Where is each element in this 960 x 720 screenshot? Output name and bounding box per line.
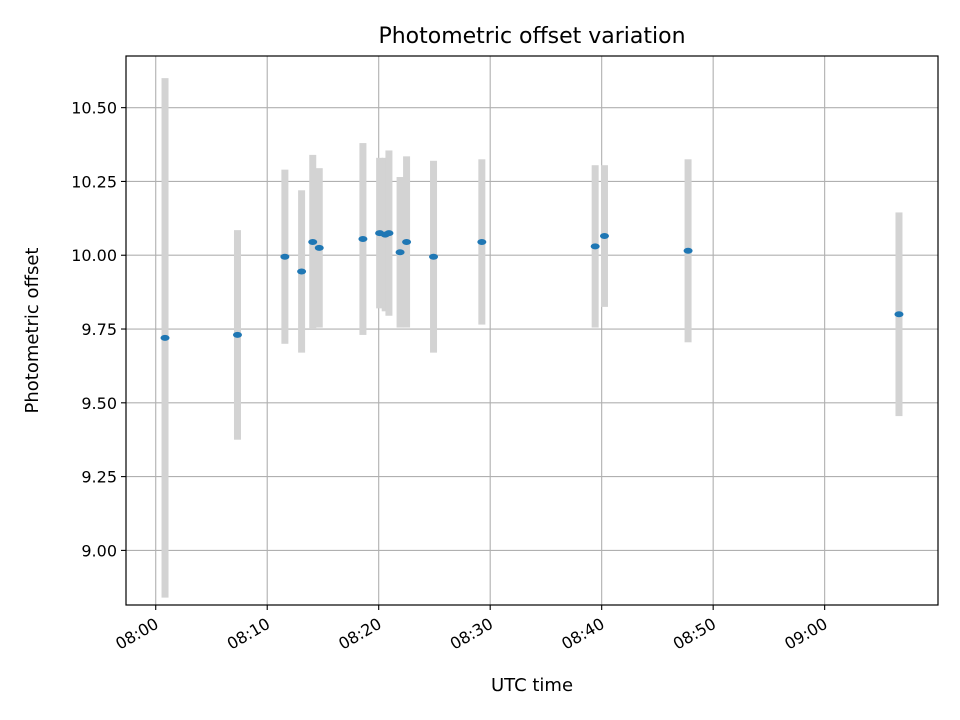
data-point bbox=[280, 253, 290, 260]
data-point bbox=[297, 268, 307, 275]
data-point bbox=[683, 247, 693, 254]
data-point bbox=[358, 236, 368, 242]
y-axis-ticks: 9.00 9.25 9.50 9.75 10.00 10.25 10.50 bbox=[71, 99, 126, 560]
data-point bbox=[160, 334, 170, 341]
data-point bbox=[590, 243, 600, 250]
data-point bbox=[232, 331, 242, 338]
data-point bbox=[402, 238, 412, 245]
chart-title: Photometric offset variation bbox=[378, 24, 685, 49]
grid bbox=[126, 56, 938, 605]
plot-area-frame bbox=[125, 55, 939, 606]
data-point bbox=[599, 233, 609, 240]
data-point bbox=[384, 230, 394, 237]
data-point bbox=[477, 238, 487, 245]
y-tick-label: 9.75 bbox=[81, 320, 117, 339]
y-tick-label: 9.00 bbox=[81, 541, 117, 560]
y-tick-label: 9.50 bbox=[81, 394, 117, 413]
data-point bbox=[894, 311, 904, 318]
y-axis-title: Photometric offset bbox=[22, 248, 43, 414]
data-point bbox=[395, 249, 405, 256]
data-point bbox=[429, 253, 439, 260]
data-points bbox=[160, 230, 904, 341]
x-axis-title: UTC time bbox=[491, 675, 573, 696]
data-point bbox=[308, 238, 318, 245]
data-point bbox=[314, 244, 324, 251]
y-tick-label: 9.25 bbox=[81, 468, 117, 487]
y-tick-label: 10.00 bbox=[71, 246, 117, 265]
y-tick-label: 10.25 bbox=[71, 172, 117, 191]
y-tick-label: 10.50 bbox=[71, 99, 117, 118]
